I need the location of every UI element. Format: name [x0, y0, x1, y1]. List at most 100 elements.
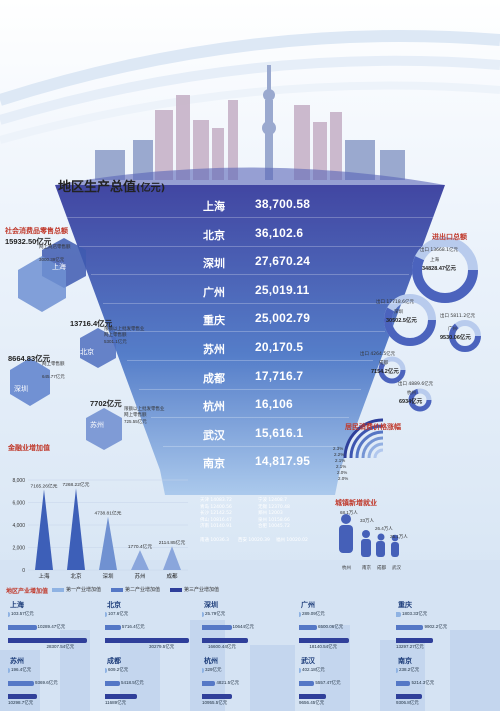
retail-value: 7702亿元 [90, 399, 122, 408]
other-city-item: 泉州 10158.66 [258, 517, 290, 523]
industry-bar-label: 18140.54亿元 [309, 644, 338, 649]
funnel-city-label: 深圳 [203, 257, 225, 271]
industry-bar-label: 16600.44亿元 [208, 644, 236, 649]
industry-city: 重庆 [398, 601, 412, 609]
industry-bar-label: 9656.45亿元 [299, 700, 325, 705]
finance-bar [35, 489, 53, 570]
employment-value: 26.4万人 [375, 526, 393, 531]
trade-export: 出口 13668.1亿元 [420, 248, 459, 253]
finance-data-label: 4738.81亿元 [95, 510, 122, 517]
funnel-value: 14,817.95 [255, 454, 311, 469]
finance-category-label: 苏州 [134, 572, 145, 580]
legend-item: 第二产业增加值 [111, 587, 160, 593]
trade-export: 出口 5811.2亿元 [440, 314, 476, 319]
funnel-divider [139, 388, 361, 390]
trade-city: 上海 [430, 258, 439, 263]
retail-value: 13716.4亿元 [70, 319, 113, 328]
funnel-value: 25,019.11 [255, 282, 310, 297]
industry-bar [105, 681, 121, 686]
industry-bar [396, 694, 422, 699]
industry-legend: 第一产业增加值 第二产业增加值 第三产业增加值 [52, 586, 229, 593]
retail-city: 苏州 [90, 421, 104, 429]
other-city-item: 济南 10140.91 [200, 524, 232, 530]
funnel-divider [67, 217, 433, 218]
industry-panel: 上海 103.57亿元 10289.47亿元 28307.54亿元 [6, 598, 100, 656]
funnel-city-label: 苏州 [203, 343, 225, 356]
cpi-value: 2.2% [334, 452, 345, 457]
industry-bar [202, 612, 204, 617]
industry-bar [8, 694, 37, 699]
retail-note: 网上零售额 [42, 362, 65, 367]
retail-city: 深圳 [14, 385, 28, 393]
legend-label: 第三产业增加值 [184, 587, 220, 593]
other-city-item: 天津 14083.72 [200, 498, 232, 503]
finance-data-label: 7268.22亿元 [63, 481, 90, 488]
finance-bar [163, 546, 181, 570]
finance-y-tick: 0 [22, 568, 25, 574]
industry-bar-label: 5557.47亿元 [315, 680, 341, 685]
industry-panel: 苏州 196.4亿元 9369.6亿元 10298.7亿元 [6, 654, 100, 711]
finance-y-tick: 6,000 [12, 501, 25, 507]
funnel-city-label: 重庆 [203, 314, 225, 328]
industry-bar [299, 681, 315, 686]
funnel-value: 36,102.6 [255, 225, 304, 240]
industry-bar [396, 638, 433, 643]
trade-export: 出口 4264.5亿元 [360, 352, 396, 357]
industry-panel: 杭州 329亿元 4821.5亿元 10955.5亿元 [200, 654, 294, 711]
industry-bar [105, 625, 121, 630]
funnel-value: 25,002.79 [255, 311, 311, 326]
industry-bar [396, 612, 401, 617]
industry-bar-label: 28307.54亿元 [46, 644, 75, 649]
industry-bar [105, 694, 138, 699]
trade-city: 深圳 [394, 310, 403, 315]
industry-bar-label: 1803.33亿元 [402, 611, 428, 616]
employment-city: 杭州 [342, 566, 351, 571]
industry-bar [396, 625, 424, 630]
employment-value: 68.1万人 [340, 510, 358, 515]
funnel-city-label: 北京 [203, 228, 225, 242]
funnel-divider [91, 274, 409, 276]
industry-city: 深圳 [204, 601, 218, 609]
other-city-item: 宁波 12408.7 [258, 498, 288, 503]
retail-value: 15932.50亿元 [5, 237, 52, 246]
industry-bar-label: 6500.06亿元 [318, 624, 344, 629]
funnel-divider [79, 245, 421, 247]
industry-panel: 重庆 1803.33亿元 9902.2亿元 13297.27亿元 [394, 598, 488, 656]
industry-bar [299, 668, 301, 673]
finance-data-label: 2114.85亿元 [159, 539, 186, 546]
industry-bar-label: 30279.5亿元 [149, 644, 175, 649]
finance-data-label: 1770.4亿元 [128, 543, 152, 550]
legend-swatch [111, 587, 124, 592]
industry-bar-label: 107.6亿元 [108, 611, 129, 616]
finance-category-label: 上海 [38, 572, 50, 580]
funnel-city-label: 杭州 [203, 400, 225, 414]
industry-city: 成都 [107, 657, 121, 665]
other-city-item: 西安 10020.39 [238, 537, 270, 543]
other-city-item: 福州 10020.02 [276, 537, 308, 543]
trade-value: 9530.06亿元 [440, 335, 471, 341]
industry-city: 苏州 [10, 657, 24, 665]
finance-y-tick: 4,000 [12, 523, 25, 529]
industry-bar [202, 681, 216, 686]
funnel-city-label: 武汉 [203, 428, 225, 442]
finance-title: 金融业增加值 [8, 444, 50, 452]
industry-panel: 广州 289.09亿元 6500.06亿元 18140.54亿元 [297, 598, 391, 656]
industry-bar [8, 668, 10, 673]
legend-swatch [170, 587, 183, 592]
industry-bar [299, 638, 350, 643]
funnel-value: 16,106 [255, 397, 293, 412]
industry-city: 上海 [10, 601, 24, 609]
funnel-city-label: 广州 [203, 285, 225, 299]
industry-bar [8, 625, 37, 630]
industry-bar-label: 13297.27亿元 [396, 644, 424, 649]
industry-bar-label: 10298.7亿元 [8, 700, 34, 705]
industry-city: 广州 [301, 601, 315, 609]
industry-bar-label: 5716.4亿元 [121, 624, 145, 629]
retail-note-value: 3000.39亿元 [39, 257, 65, 262]
industry-bar [396, 668, 398, 673]
industry-bar-label: 9306.8亿元 [396, 700, 419, 705]
funnel-divider [151, 417, 349, 419]
